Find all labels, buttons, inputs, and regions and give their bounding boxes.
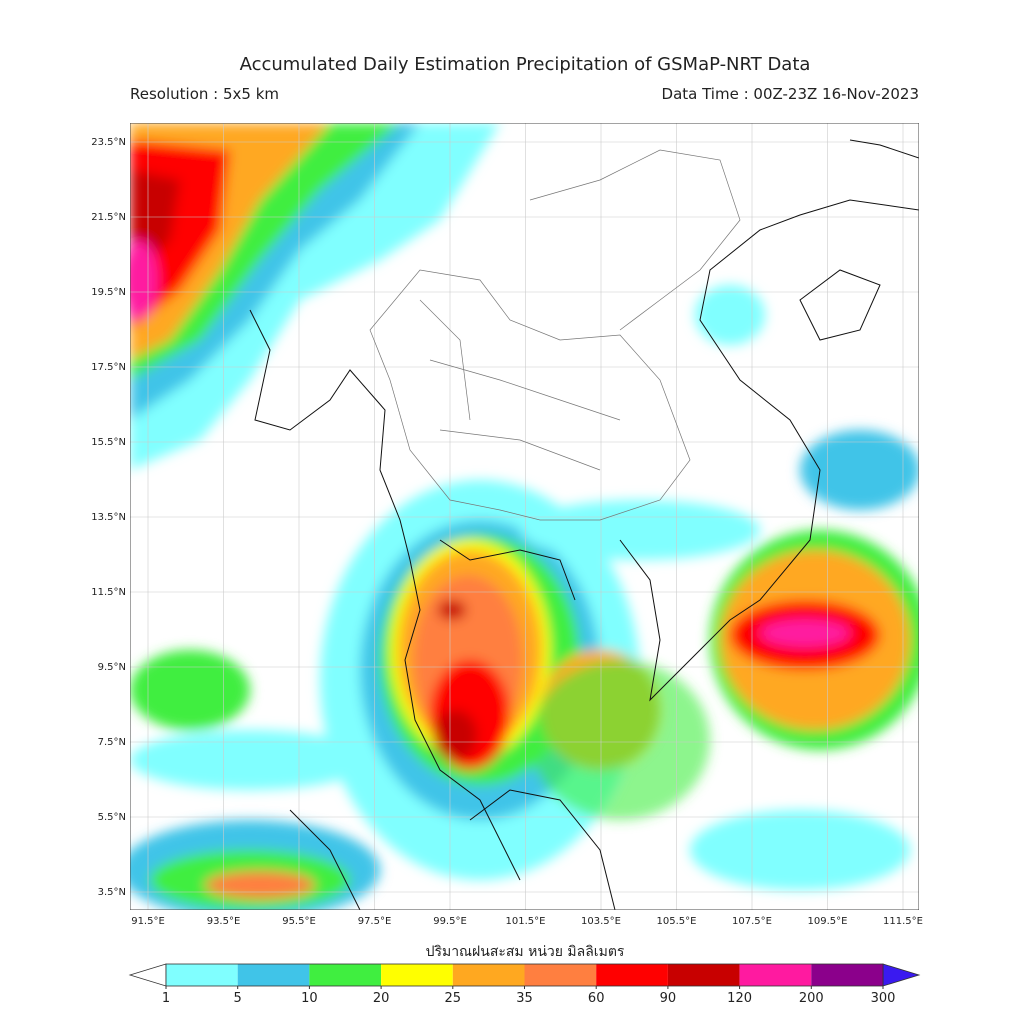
colorbar-tick-label: 5 bbox=[234, 991, 242, 1006]
lon-label: 109.5°E bbox=[808, 916, 848, 927]
colorbar-tick-label: 200 bbox=[799, 991, 824, 1006]
colorbar-tick-label: 35 bbox=[516, 991, 533, 1006]
colorbar-under bbox=[128, 963, 167, 987]
colorbar-segment bbox=[596, 964, 668, 986]
colorbar-over bbox=[882, 963, 921, 987]
lat-label: 21.5°N bbox=[91, 212, 126, 223]
provinces bbox=[369, 149, 741, 521]
lat-label: 7.5°N bbox=[98, 737, 126, 748]
colorbar-segment bbox=[667, 964, 740, 986]
lon-label: 105.5°E bbox=[657, 916, 697, 927]
map-field bbox=[130, 123, 919, 910]
lat-label: 19.5°N bbox=[91, 287, 126, 298]
lat-label: 13.5°N bbox=[91, 512, 126, 523]
lat-label: 15.5°N bbox=[91, 437, 126, 448]
colorbar-tick-label: 1 bbox=[162, 991, 170, 1006]
colorbar-label: ปริมาณฝนสะสม หน่วย มิลลิเมตร bbox=[426, 944, 625, 960]
lat-label: 3.5°N bbox=[98, 887, 126, 898]
lat-label: 9.5°N bbox=[98, 662, 126, 673]
colorbar-tick-label: 10 bbox=[301, 991, 318, 1006]
colorbar-segment bbox=[452, 964, 525, 986]
axes: 23.5°N 21.5°N 19.5°N 17.5°N 15.5°N 13.5°N 11.5… bbox=[91, 137, 923, 927]
colorbar-tick-label: 20 bbox=[373, 991, 390, 1006]
lon-label: 99.5°E bbox=[433, 916, 467, 927]
lat-label: 17.5°N bbox=[91, 362, 126, 373]
lat-label: 23.5°N bbox=[91, 137, 126, 148]
title: Accumulated Daily Estimation Precipitati… bbox=[240, 54, 811, 75]
lon-label: 93.5°E bbox=[207, 916, 241, 927]
lon-label: 101.5°E bbox=[506, 916, 546, 927]
colorbar-segment bbox=[166, 964, 238, 986]
colorbar-segment bbox=[309, 964, 382, 986]
colorbar-tick-label: 60 bbox=[588, 991, 605, 1006]
lon-label: 111.5°E bbox=[883, 916, 923, 927]
colorbar-segment bbox=[739, 964, 812, 986]
colorbar-segment bbox=[811, 964, 883, 986]
colorbar-tick-label: 120 bbox=[727, 991, 752, 1006]
data-time: Data Time : 00Z-23Z 16-Nov-2023 bbox=[662, 85, 919, 103]
lon-label: 95.5°E bbox=[282, 916, 316, 927]
lon-label: 103.5°E bbox=[581, 916, 621, 927]
resolution: Resolution : 5x5 km bbox=[130, 85, 279, 103]
colorbar-tick-label: 90 bbox=[660, 991, 677, 1006]
colorbar-segment bbox=[237, 964, 310, 986]
coastlines bbox=[249, 139, 919, 910]
colorbar-segment bbox=[381, 964, 453, 986]
lat-label: 5.5°N bbox=[98, 812, 126, 823]
colorbar-tick-label: 25 bbox=[445, 991, 462, 1006]
lon-label: 97.5°E bbox=[358, 916, 392, 927]
lon-label: 107.5°E bbox=[732, 916, 772, 927]
colorbar-segment bbox=[524, 964, 597, 986]
lon-label: 91.5°E bbox=[131, 916, 165, 927]
colorbar: 1 5 10 20 25 35 60 90 120 200 300 bbox=[128, 963, 921, 1006]
lat-label: 11.5°N bbox=[91, 587, 126, 598]
colorbar-tick-label: 300 bbox=[871, 991, 896, 1006]
